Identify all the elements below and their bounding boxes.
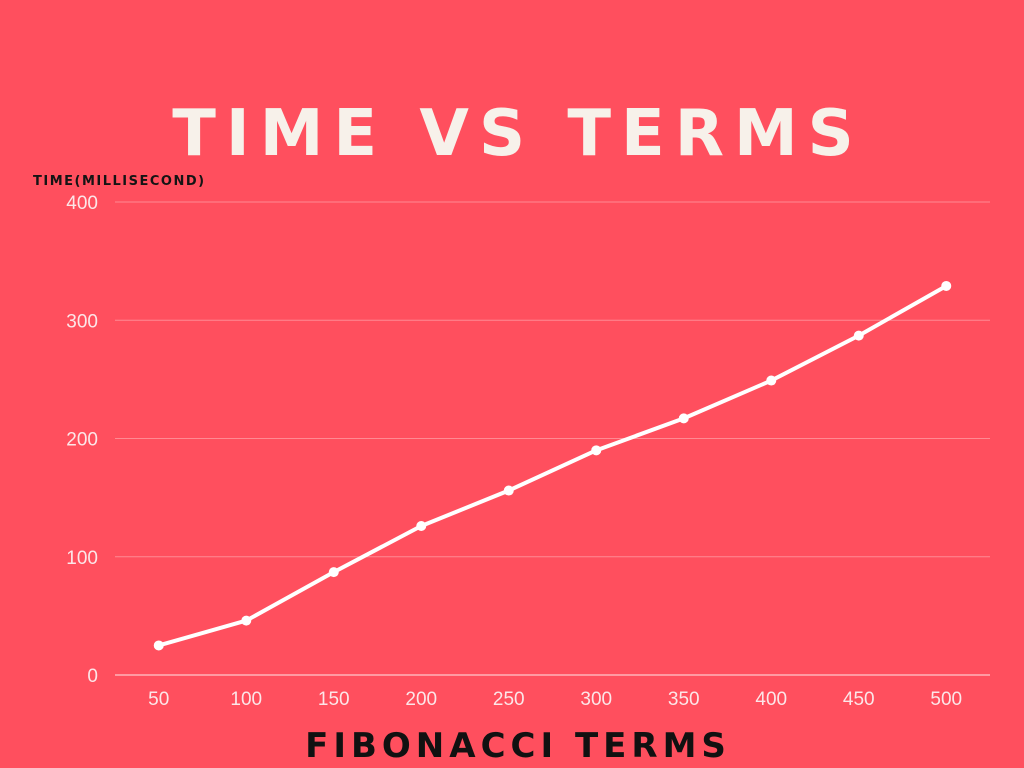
x-axis-title: FIBONACCI TERMS	[305, 726, 731, 766]
x-tick-label: 150	[318, 689, 350, 710]
y-tick-label: 200	[66, 430, 98, 451]
x-tick-label: 250	[493, 689, 525, 710]
y-axis-ticks: 0 100 200 300 400	[66, 193, 98, 687]
chart-title: TIME VS TERMS	[172, 97, 864, 171]
x-tick-label: 500	[930, 689, 962, 710]
data-point	[241, 615, 252, 626]
x-tick-label: 200	[405, 689, 437, 710]
data-series	[153, 280, 952, 651]
data-point	[853, 330, 864, 341]
data-point	[766, 375, 777, 386]
data-point	[941, 280, 952, 291]
x-tick-label: 50	[148, 689, 169, 710]
y-tick-label: 0	[87, 666, 98, 687]
x-tick-label: 100	[230, 689, 262, 710]
y-tick-label: 300	[66, 311, 98, 332]
data-point	[153, 640, 164, 651]
data-point	[503, 485, 514, 496]
y-tick-label: 400	[66, 193, 98, 214]
y-tick-label: 100	[66, 548, 98, 569]
data-point	[591, 445, 602, 456]
x-tick-label: 450	[843, 689, 875, 710]
data-point	[416, 521, 427, 532]
data-point	[678, 413, 689, 424]
data-point	[328, 567, 339, 578]
x-axis-ticks: 50 100 150 200 250 300 350 400 450 500	[148, 689, 962, 710]
y-axis-title: TIME(MILLISECOND)	[33, 174, 206, 189]
x-tick-label: 350	[668, 689, 700, 710]
grid-lines	[115, 201, 990, 676]
series-line	[156, 283, 949, 648]
x-tick-label: 300	[580, 689, 612, 710]
x-tick-label: 400	[755, 689, 787, 710]
